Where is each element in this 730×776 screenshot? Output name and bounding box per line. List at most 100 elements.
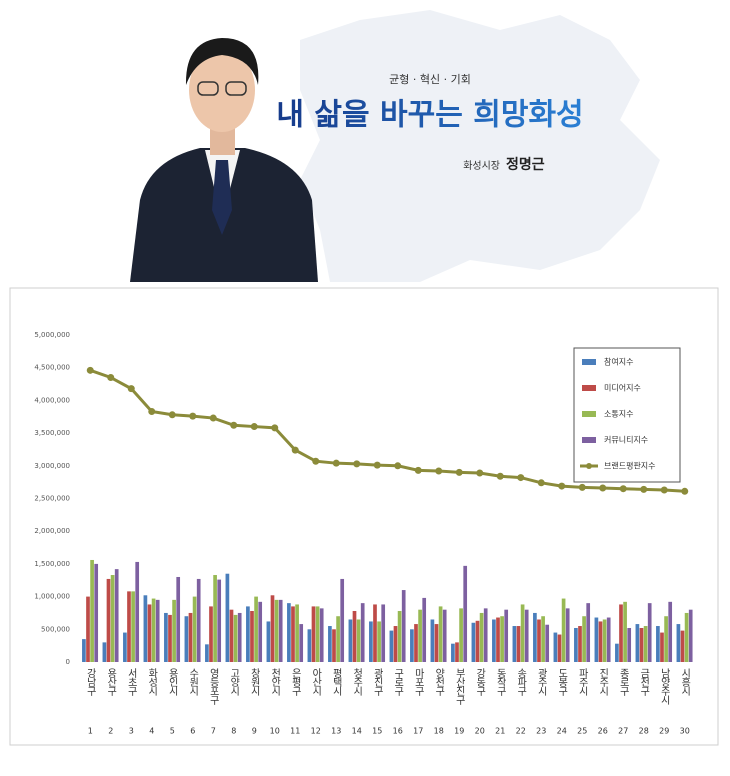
x-tick-number: 3 (129, 727, 134, 736)
bar (541, 616, 545, 662)
bar (123, 632, 127, 662)
line-marker (394, 462, 402, 470)
bar (106, 578, 111, 662)
bar (471, 622, 476, 662)
x-tick-label: 청주시 (351, 668, 363, 696)
bar (688, 609, 693, 662)
x-tick-number: 6 (190, 727, 195, 736)
slogan: 균형 · 혁신 · 기회 (389, 73, 471, 86)
bar (602, 619, 607, 662)
legend-swatch (582, 359, 596, 365)
line-marker (455, 468, 463, 476)
bar (299, 624, 304, 662)
bar (336, 616, 340, 662)
bar (311, 606, 316, 662)
bar (328, 626, 332, 662)
bar (676, 624, 681, 662)
legend-label: 브랜드평판지수 (604, 461, 656, 471)
bar (479, 612, 484, 662)
bar (496, 617, 500, 662)
bar (254, 596, 258, 662)
bar (639, 627, 644, 662)
legend-swatch (582, 385, 596, 391)
bar (266, 621, 271, 662)
x-tick-number: 24 (557, 727, 567, 736)
x-tick-number: 17 (413, 727, 423, 736)
bar (561, 598, 566, 662)
line-marker (271, 424, 279, 432)
bar (176, 576, 181, 662)
x-tick-label: 은평구 (289, 668, 301, 697)
bar (524, 609, 529, 662)
x-tick-number: 1 (88, 727, 93, 736)
bar (147, 604, 152, 662)
role: 화성시장 (463, 160, 500, 172)
bar (455, 642, 459, 662)
line-marker (107, 374, 115, 382)
bar (196, 578, 201, 662)
x-tick-label: 마포구 (412, 668, 424, 697)
x-tick-label: 영등포구 (207, 668, 219, 706)
legend-swatch (582, 437, 596, 443)
bar (516, 626, 521, 662)
y-tick-label: 3,000,000 (34, 462, 70, 470)
x-tick-number: 11 (290, 727, 300, 736)
bar (205, 644, 209, 662)
y-tick-label: 3,500,000 (34, 429, 70, 437)
chart: 0 500,000 1,000,000 1,500,000 2,000,000 2,500… (34, 331, 693, 736)
bar (369, 621, 373, 662)
x-tick-label: 고양시 (228, 668, 240, 696)
x-tick-number: 30 (680, 727, 690, 736)
bar (168, 614, 172, 662)
bar (381, 604, 386, 662)
bar (520, 604, 525, 662)
line-marker (476, 469, 484, 477)
bar (143, 595, 148, 662)
line-marker (681, 487, 689, 495)
bar (213, 575, 217, 662)
x-tick-number: 12 (311, 727, 321, 736)
bar (623, 601, 627, 662)
bar (656, 626, 660, 662)
bar (635, 624, 640, 662)
x-tick-number: 15 (372, 727, 382, 736)
line-marker (189, 412, 197, 420)
bar (127, 591, 131, 662)
bar (135, 561, 140, 662)
bar (578, 626, 582, 662)
bar (295, 604, 299, 662)
x-tick-number: 21 (495, 727, 505, 736)
y-tick-label: 500,000 (41, 625, 70, 633)
x-tick-number: 28 (639, 727, 649, 736)
x-tick-number: 25 (577, 727, 587, 736)
x-tick-label: 아산시 (310, 668, 322, 696)
bar (533, 612, 537, 662)
line-marker (435, 467, 443, 475)
line-marker (250, 423, 258, 431)
mayor-name: 정명근 (506, 156, 545, 173)
y-tick-label: 1,000,000 (34, 593, 70, 601)
bar (307, 629, 312, 662)
bar (500, 616, 504, 662)
bar (586, 603, 591, 662)
bar (291, 606, 295, 662)
x-tick-number: 20 (475, 727, 485, 736)
bar (574, 627, 578, 662)
bar (172, 599, 176, 662)
bar (209, 606, 213, 662)
line-marker (558, 482, 566, 490)
bar (627, 627, 632, 662)
bar (155, 599, 160, 662)
x-tick-number: 9 (252, 727, 257, 736)
line-marker (127, 385, 135, 393)
bar (418, 609, 422, 662)
bar (164, 612, 168, 662)
bar (229, 609, 234, 662)
line-marker (414, 466, 422, 474)
x-tick-number: 19 (454, 727, 464, 736)
bar (131, 591, 135, 662)
x-tick-label: 파주시 (576, 668, 588, 696)
x-tick-label: 용산구 (105, 668, 117, 697)
bar (664, 616, 668, 662)
